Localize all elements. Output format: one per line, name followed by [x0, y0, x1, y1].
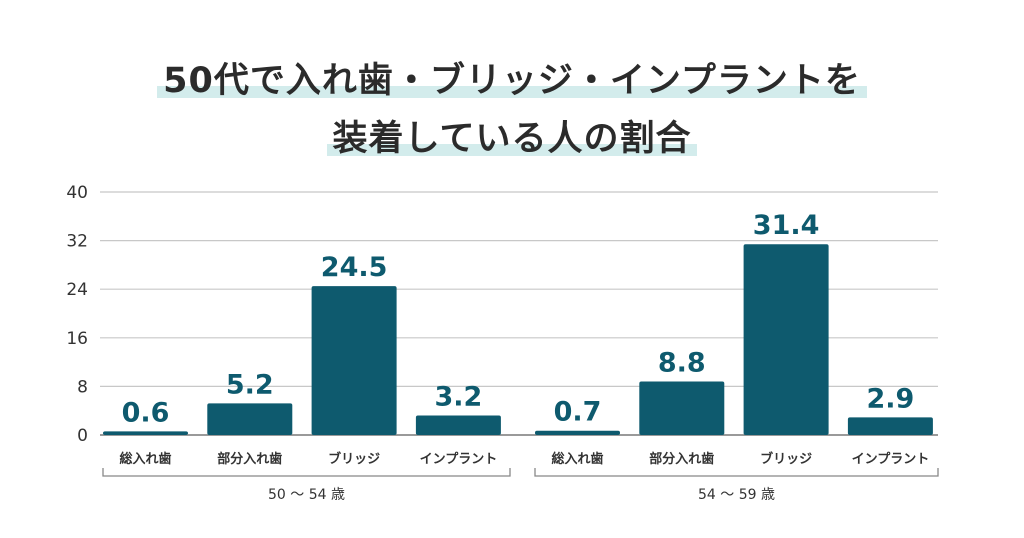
y-tick-label: 0	[77, 426, 88, 446]
group-label: 54 ～ 59 歳	[698, 487, 775, 503]
bar	[207, 403, 293, 435]
data-label: 0.6	[122, 397, 170, 428]
x-tick-label: ブリッジ	[760, 451, 812, 467]
chart-title-line-1: 50代で入れ歯・ブリッジ・インプラントを	[0, 52, 1024, 103]
x-tick-label: 部分入れ歯	[217, 451, 282, 467]
data-label: 3.2	[434, 382, 482, 413]
bar	[743, 244, 829, 435]
data-label: 8.8	[658, 348, 706, 379]
group-bracket	[102, 468, 511, 477]
data-label: 24.5	[321, 252, 388, 283]
x-tick-label: 部分入れ歯	[649, 451, 714, 467]
bar	[847, 417, 933, 435]
y-tick-label: 40	[66, 183, 88, 203]
x-tick-label: ブリッジ	[328, 451, 380, 467]
data-label: 31.4	[753, 210, 820, 241]
y-tick-label: 16	[66, 329, 88, 349]
y-tick-label: 32	[66, 232, 88, 252]
y-tick-label: 24	[66, 280, 88, 300]
x-tick-label: 総入れ歯	[119, 451, 171, 467]
bar	[535, 430, 620, 435]
bar	[639, 381, 725, 435]
data-label: 2.9	[866, 383, 914, 414]
title-text-2: 装着している人の割合	[326, 119, 698, 159]
bar	[415, 415, 501, 435]
group-label: 50 ～ 54 歳	[268, 487, 345, 503]
bar	[103, 431, 188, 435]
title-text-1: 50代で入れ歯・ブリッジ・インプラントを	[157, 61, 867, 101]
bar	[311, 286, 397, 435]
group-bracket	[534, 468, 939, 477]
x-tick-label: 総入れ歯	[551, 451, 603, 467]
data-label: 5.2	[226, 369, 274, 400]
data-label: 0.7	[554, 397, 602, 428]
chart-title-line-2: 装着している人の割合	[0, 110, 1024, 161]
x-tick-label: インプラント	[852, 452, 930, 467]
x-tick-label: インプラント	[420, 452, 498, 467]
y-tick-label: 8	[77, 377, 88, 397]
